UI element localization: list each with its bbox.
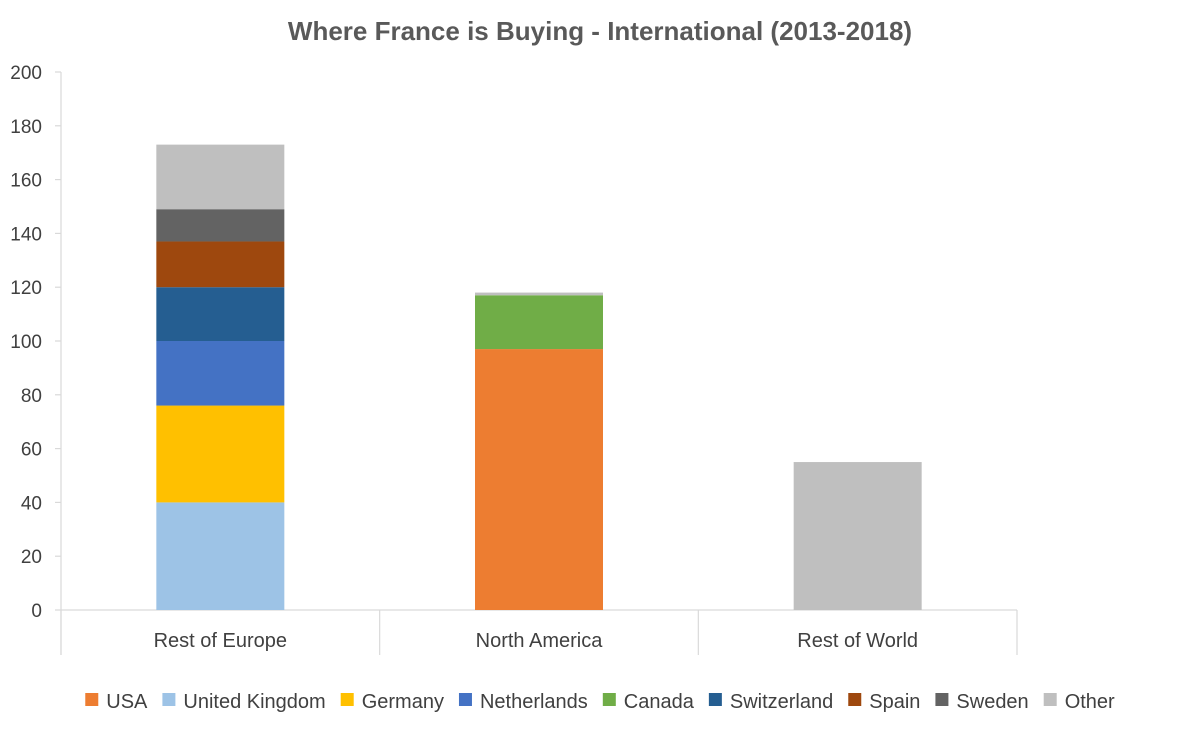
y-tick-label: 160 [10, 171, 42, 192]
bar-segment-spain [156, 241, 285, 288]
legend-label: USA [106, 691, 148, 713]
y-tick-label: 100 [10, 332, 42, 353]
legend-swatch [85, 693, 99, 706]
category-labels: Rest of Europe North America Rest of World [154, 630, 918, 652]
y-tick-label: 140 [10, 224, 42, 245]
legend-label: Germany [362, 691, 444, 713]
legend: USA United Kingdom Germany Netherlands Canad… [85, 691, 1115, 713]
legend-swatch [162, 693, 176, 706]
x-category-label: Rest of Europe [154, 630, 287, 652]
bar-segment-other [156, 144, 285, 210]
legend-label: Switzerland [730, 691, 833, 713]
bar-segment-netherlands [156, 341, 285, 406]
legend-swatch [848, 693, 862, 706]
y-tick-label: 120 [10, 278, 42, 299]
bar-segment-canada [475, 295, 603, 350]
y-tick-label: 200 [10, 63, 42, 84]
legend-label: Canada [624, 691, 695, 713]
y-tick-label: 80 [21, 386, 42, 407]
y-tick-label: 40 [21, 493, 42, 514]
legend-label: Spain [869, 691, 920, 713]
bar-segment-united-kingdom [156, 502, 285, 610]
bar-segment-germany [156, 405, 285, 503]
x-category-label: North America [476, 630, 604, 652]
legend-swatch [708, 693, 722, 706]
y-tick-label: 180 [10, 117, 42, 138]
bar-segment-other [793, 462, 922, 610]
chart-title: Where France is Buying - International (… [288, 16, 912, 46]
bar-segment-other [475, 292, 603, 296]
legend-label: Other [1065, 691, 1115, 713]
legend-swatch [935, 693, 949, 706]
legend-label: United Kingdom [183, 691, 325, 713]
bar-segment-sweden [156, 209, 285, 242]
y-tick-label: 0 [31, 601, 42, 622]
legend-swatch [458, 693, 472, 706]
legend-label: Netherlands [480, 691, 588, 713]
legend-swatch [1043, 693, 1057, 706]
x-category-label: Rest of World [797, 630, 918, 652]
y-tick-label: 60 [21, 440, 42, 461]
legend-label: Sweden [956, 691, 1028, 713]
y-tick-label: 20 [21, 547, 42, 568]
bars [156, 144, 922, 610]
legend-swatch [340, 693, 354, 706]
bar-segment-usa [475, 349, 603, 610]
legend-swatch [602, 693, 616, 706]
bar-segment-switzerland [156, 287, 285, 341]
